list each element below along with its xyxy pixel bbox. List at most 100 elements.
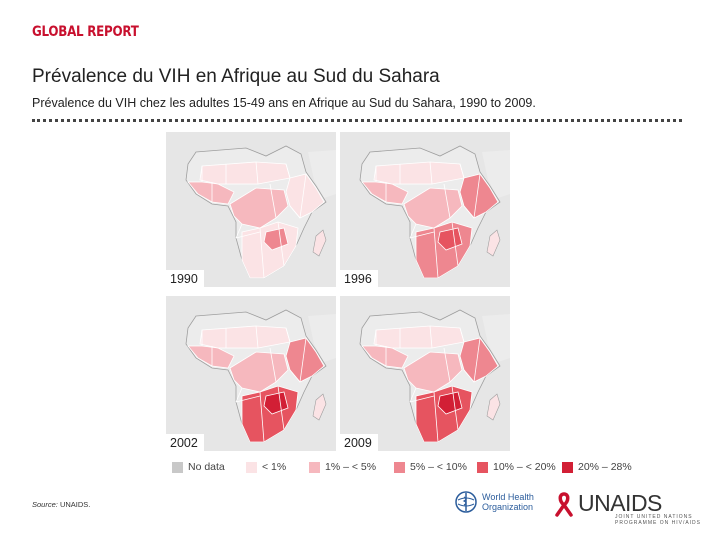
legend-item-20-28: 20% – 28%: [562, 459, 632, 475]
country-border: [299, 337, 307, 383]
legend-item-5-10: 5% – < 10%: [394, 459, 467, 475]
source-note: Source: UNAIDS.: [32, 500, 90, 509]
country-border: [429, 161, 433, 185]
country-border: [443, 183, 451, 219]
unaids-wordmark: UNAIDS: [578, 490, 662, 516]
country-border: [259, 391, 265, 443]
legend-item-lt1: < 1%: [246, 459, 286, 475]
unaids-logo: UNAIDS: [553, 490, 662, 517]
africa-map-0: [185, 145, 336, 279]
country-border: [285, 163, 291, 179]
region-west: [361, 345, 409, 369]
country-border: [235, 387, 243, 403]
country-border: [433, 391, 439, 443]
country-border: [463, 205, 475, 219]
country-border: [259, 227, 265, 279]
country-border: [269, 347, 277, 383]
country-border: [269, 183, 277, 219]
madagascar: [486, 393, 501, 421]
dotted-divider: [32, 119, 682, 122]
country-border: [235, 395, 261, 403]
region-sahel: [373, 161, 465, 185]
country-border: [429, 325, 433, 349]
legend-swatch: [394, 461, 405, 473]
who-logo: World Health Organization: [454, 490, 534, 514]
country-border: [235, 223, 243, 239]
region-sahel: [199, 161, 291, 185]
year-label-2: 2002: [166, 434, 204, 451]
country-border: [433, 227, 439, 279]
legend-item-1-5: 1% – < 5%: [309, 459, 376, 475]
country-border: [463, 369, 475, 383]
region-hotspot: [437, 391, 463, 415]
region-west: [187, 345, 235, 369]
region-south: [241, 221, 299, 279]
country-border: [473, 173, 481, 219]
who-line1: World Health: [482, 492, 534, 502]
page-subtitle: Prévalence du VIH chez les adultes 15-49…: [32, 96, 536, 110]
arabia-region: [308, 150, 336, 198]
country-border: [459, 163, 465, 179]
map-panel-0: 1990: [166, 132, 336, 287]
legend-label: 5% – < 10%: [410, 461, 467, 473]
report-label: GLOBAL REPORT: [32, 24, 139, 40]
region-south: [415, 385, 473, 443]
region-west: [187, 181, 235, 205]
region-sahel: [199, 325, 291, 349]
region-east: [459, 337, 499, 383]
region-west: [361, 181, 409, 205]
arabia-region: [308, 314, 336, 362]
country-border: [409, 231, 435, 239]
who-line2: Organization: [482, 502, 534, 512]
year-label-0: 1990: [166, 270, 204, 287]
africa-map-2: [185, 309, 336, 443]
region-hotspot: [437, 227, 463, 251]
country-border: [289, 369, 301, 383]
region-hotspot: [263, 227, 289, 251]
country-border: [409, 395, 435, 403]
region-east: [285, 337, 325, 383]
who-emblem-icon: [455, 491, 477, 513]
legend-label: No data: [188, 461, 225, 473]
arabia-region: [482, 150, 510, 198]
source-value: UNAIDS.: [59, 500, 91, 509]
legend-label: 10% – < 20%: [493, 461, 556, 473]
country-border: [409, 223, 417, 239]
year-label-1: 1996: [340, 270, 378, 287]
country-border: [285, 327, 291, 343]
map-panel-1: 1996: [340, 132, 510, 287]
region-sahel: [373, 325, 465, 349]
region-south: [241, 385, 299, 443]
country-border: [277, 221, 285, 267]
country-border: [451, 385, 459, 431]
country-border: [473, 337, 481, 383]
page-title: Prévalence du VIH en Afrique au Sud du S…: [32, 66, 440, 87]
arabia-region: [482, 314, 510, 362]
region-hotspot: [263, 391, 289, 415]
year-label-3: 2009: [340, 434, 378, 451]
country-border: [255, 161, 259, 185]
map-panel-2: 2002: [166, 296, 336, 451]
country-border: [443, 347, 451, 383]
country-border: [235, 231, 261, 239]
africa-map-1: [359, 145, 510, 279]
legend-item-no-data: No data: [172, 459, 225, 475]
source-label: Source:: [32, 500, 58, 509]
unaids-subtitle: JOINT UNITED NATIONS PROGRAMME ON HIV/AI…: [615, 514, 702, 526]
country-border: [289, 205, 301, 219]
madagascar: [312, 229, 327, 257]
legend-label: 1% – < 5%: [325, 461, 377, 473]
red-ribbon-icon: [555, 491, 573, 517]
legend-label: 20% – 28%: [578, 461, 632, 473]
country-border: [277, 385, 285, 431]
africa-map-3: [359, 309, 510, 443]
map-panel-3: 2009: [340, 296, 510, 451]
country-border: [255, 325, 259, 349]
legend-swatch: [477, 461, 488, 473]
region-east: [459, 173, 499, 219]
madagascar: [312, 393, 327, 421]
country-border: [459, 327, 465, 343]
country-border: [299, 173, 307, 219]
legend-label: < 1%: [262, 461, 287, 473]
region-south: [415, 221, 473, 279]
